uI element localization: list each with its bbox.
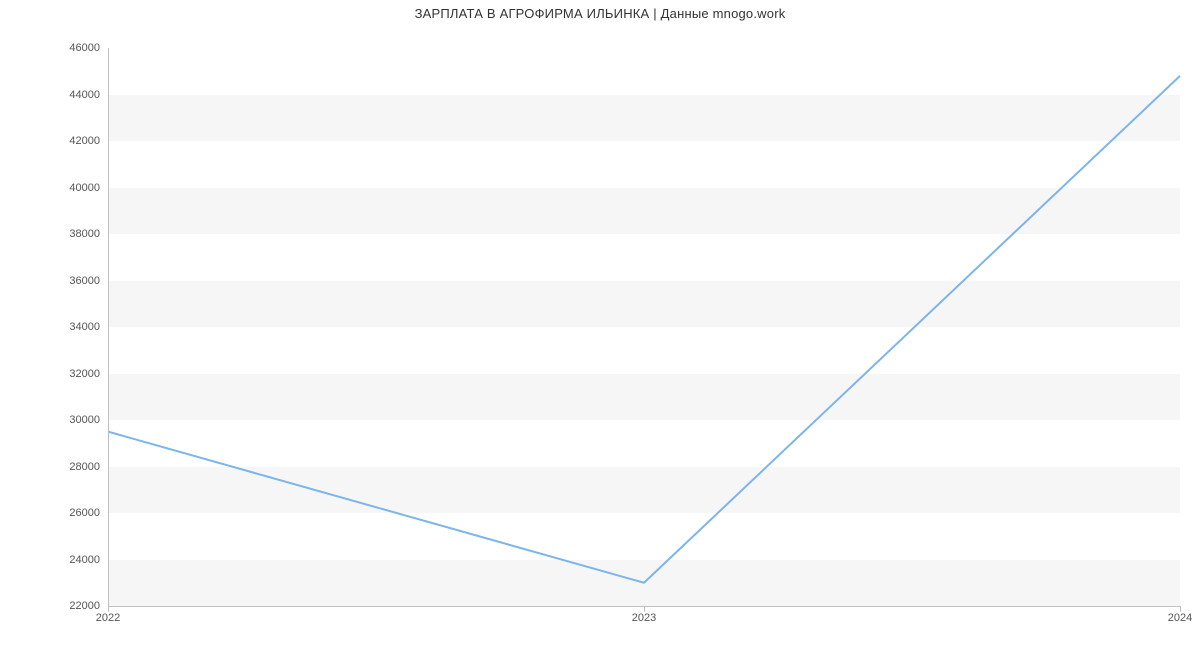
- y-tick-label: 44000: [69, 89, 108, 101]
- y-tick-label: 34000: [69, 321, 108, 333]
- y-tick-label: 24000: [69, 554, 108, 566]
- x-tick-mark: [644, 606, 645, 612]
- y-tick-label: 36000: [69, 275, 108, 287]
- chart-container: ЗАРПЛАТА В АГРОФИРМА ИЛЬИНКА | Данные mn…: [0, 0, 1200, 650]
- series-line: [108, 76, 1180, 583]
- plot-area: 2200024000260002800030000320003400036000…: [108, 48, 1180, 606]
- line-layer: [108, 48, 1180, 606]
- y-tick-label: 42000: [69, 135, 108, 147]
- y-tick-label: 38000: [69, 228, 108, 240]
- y-tick-label: 28000: [69, 461, 108, 473]
- x-tick-mark: [108, 606, 109, 612]
- x-tick-mark: [1180, 606, 1181, 612]
- y-tick-label: 46000: [69, 42, 108, 54]
- y-axis-line: [108, 48, 109, 606]
- y-tick-label: 30000: [69, 414, 108, 426]
- chart-title: ЗАРПЛАТА В АГРОФИРМА ИЛЬИНКА | Данные mn…: [0, 6, 1200, 21]
- y-tick-label: 40000: [69, 182, 108, 194]
- y-tick-label: 26000: [69, 507, 108, 519]
- y-tick-label: 32000: [69, 368, 108, 380]
